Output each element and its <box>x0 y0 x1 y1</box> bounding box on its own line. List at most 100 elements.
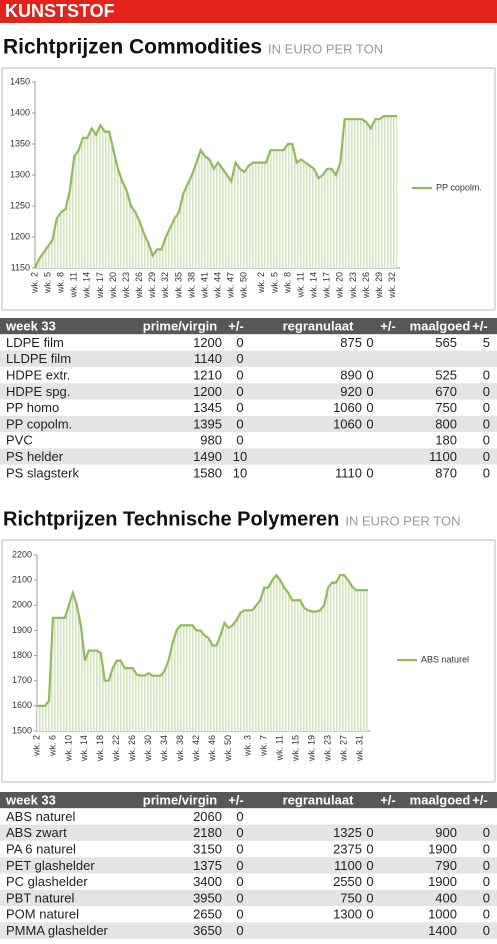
table-cell: 0 <box>366 416 373 431</box>
column-header: +/- <box>228 319 244 334</box>
x-tick-label: wk. 23 <box>322 735 332 762</box>
x-tick-label: wk. 26 <box>361 272 371 299</box>
table-cell: 0 <box>366 367 373 382</box>
table-cell: 0 <box>236 841 243 856</box>
column-header: +/- <box>472 793 488 808</box>
table-cell: 2180 <box>193 825 222 840</box>
table-cell: 1100 <box>429 449 457 464</box>
table-row-bg <box>0 399 497 416</box>
column-header: maalgoed <box>410 319 471 334</box>
table-cell: 0 <box>236 890 243 905</box>
table-cell: 565 <box>435 335 457 350</box>
table-cell: 2060 <box>193 809 222 824</box>
area <box>37 575 368 731</box>
table-cell: 0 <box>236 400 243 415</box>
table-row-bg <box>0 383 497 400</box>
x-tick-label: wk. 27 <box>338 735 348 762</box>
table-cell: 0 <box>483 367 490 382</box>
legend-label: PP copolm. <box>436 182 482 192</box>
x-tick-label: wk. 5 <box>269 272 279 294</box>
x-tick-label: wk. 6 <box>47 735 57 757</box>
table-cell: 1345 <box>193 400 222 415</box>
y-tick-label: 2200 <box>12 549 32 559</box>
header-bar <box>0 0 497 23</box>
table-row-bg <box>0 448 497 465</box>
table-cell: 0 <box>366 465 373 480</box>
table-row-bg <box>0 432 497 449</box>
table-cell: 3400 <box>193 874 222 889</box>
table-cell: 0 <box>236 384 243 399</box>
column-header: week 33 <box>5 793 56 808</box>
section-title: Richtprijzen Commodities <box>3 36 262 59</box>
table-cell: 0 <box>483 890 490 905</box>
x-tick-label: wk. 50 <box>223 735 233 762</box>
table-cell: 2375 <box>333 841 362 856</box>
x-tick-label: wk. 15 <box>291 735 301 762</box>
table-cell: 800 <box>435 416 457 431</box>
column-header: week 33 <box>5 319 56 334</box>
column-header: +/- <box>380 319 396 334</box>
table-cell: 980 <box>200 433 222 448</box>
x-tick-label: wk. 31 <box>354 735 364 762</box>
x-tick-label: wk. 26 <box>134 272 144 299</box>
x-tick-label: wk. 11 <box>275 735 285 761</box>
table-row-bg <box>0 906 497 923</box>
table-cell: 1900 <box>428 841 457 856</box>
x-tick-label: wk. 50 <box>239 272 249 299</box>
table-cell: 890 <box>340 367 362 382</box>
table-cell: 750 <box>435 400 457 415</box>
table-row-bg <box>0 334 497 351</box>
x-tick-label: wk. 14 <box>309 272 319 299</box>
table-row-bg <box>0 366 497 384</box>
table-cell: 1300 <box>333 907 362 922</box>
table-cell: 790 <box>435 858 457 873</box>
row-label: PA 6 naturel <box>6 841 76 856</box>
x-tick-label: wk. 17 <box>95 272 105 299</box>
row-label: PS slagsterk <box>6 465 79 480</box>
table-cell: 3150 <box>193 841 222 856</box>
column-header: +/- <box>380 793 396 808</box>
row-label: PP homo <box>6 400 59 415</box>
table-cell: 2650 <box>193 907 222 922</box>
legend-label: ABS naturel <box>421 654 469 664</box>
table-cell: 1000 <box>428 907 457 922</box>
x-tick-label: wk. 30 <box>143 735 153 762</box>
table-cell: 0 <box>236 907 243 922</box>
table-cell: 0 <box>483 858 490 873</box>
table-cell: 1060 <box>333 416 362 431</box>
table-cell: 180 <box>435 433 457 448</box>
table-row-bg <box>0 922 497 939</box>
row-label: PET glashelder <box>6 858 95 873</box>
table-row-bg <box>0 873 497 890</box>
table-cell: 1060 <box>333 400 362 415</box>
x-tick-label: wk. 5 <box>42 272 52 294</box>
table-cell: 0 <box>483 433 490 448</box>
y-tick-label: 1800 <box>12 650 32 660</box>
table-cell: 0 <box>366 384 373 399</box>
table-cell: 1210 <box>193 367 222 382</box>
y-tick-label: 1700 <box>12 675 32 685</box>
x-tick-label: wk. 8 <box>56 272 66 294</box>
y-tick-label: 1600 <box>12 700 32 710</box>
table-cell: 5 <box>483 335 490 350</box>
table-cell: 1200 <box>193 384 222 399</box>
table-cell: 1580 <box>193 465 222 480</box>
table-cell: 10 <box>233 465 247 480</box>
x-tick-label: wk. 22 <box>111 735 121 762</box>
header-title: KUNSTSTOF <box>5 1 115 21</box>
x-tick-label: wk. 47 <box>226 272 236 299</box>
line <box>37 573 368 707</box>
x-tick-label: wk. 3 <box>243 735 253 757</box>
table-cell: 1900 <box>428 874 457 889</box>
row-label: LDPE film <box>6 335 64 350</box>
table-cell: 0 <box>483 384 490 399</box>
table-cell: 670 <box>435 384 457 399</box>
table-cell: 0 <box>366 825 373 840</box>
line <box>34 115 397 269</box>
x-tick-label: wk. 26 <box>127 735 137 762</box>
section-unit: IN EURO PER TON <box>268 41 383 56</box>
row-label: HDPE extr. <box>6 367 70 382</box>
table-cell: 1110 <box>335 465 362 480</box>
section-unit: IN EURO PER TON <box>345 513 460 528</box>
